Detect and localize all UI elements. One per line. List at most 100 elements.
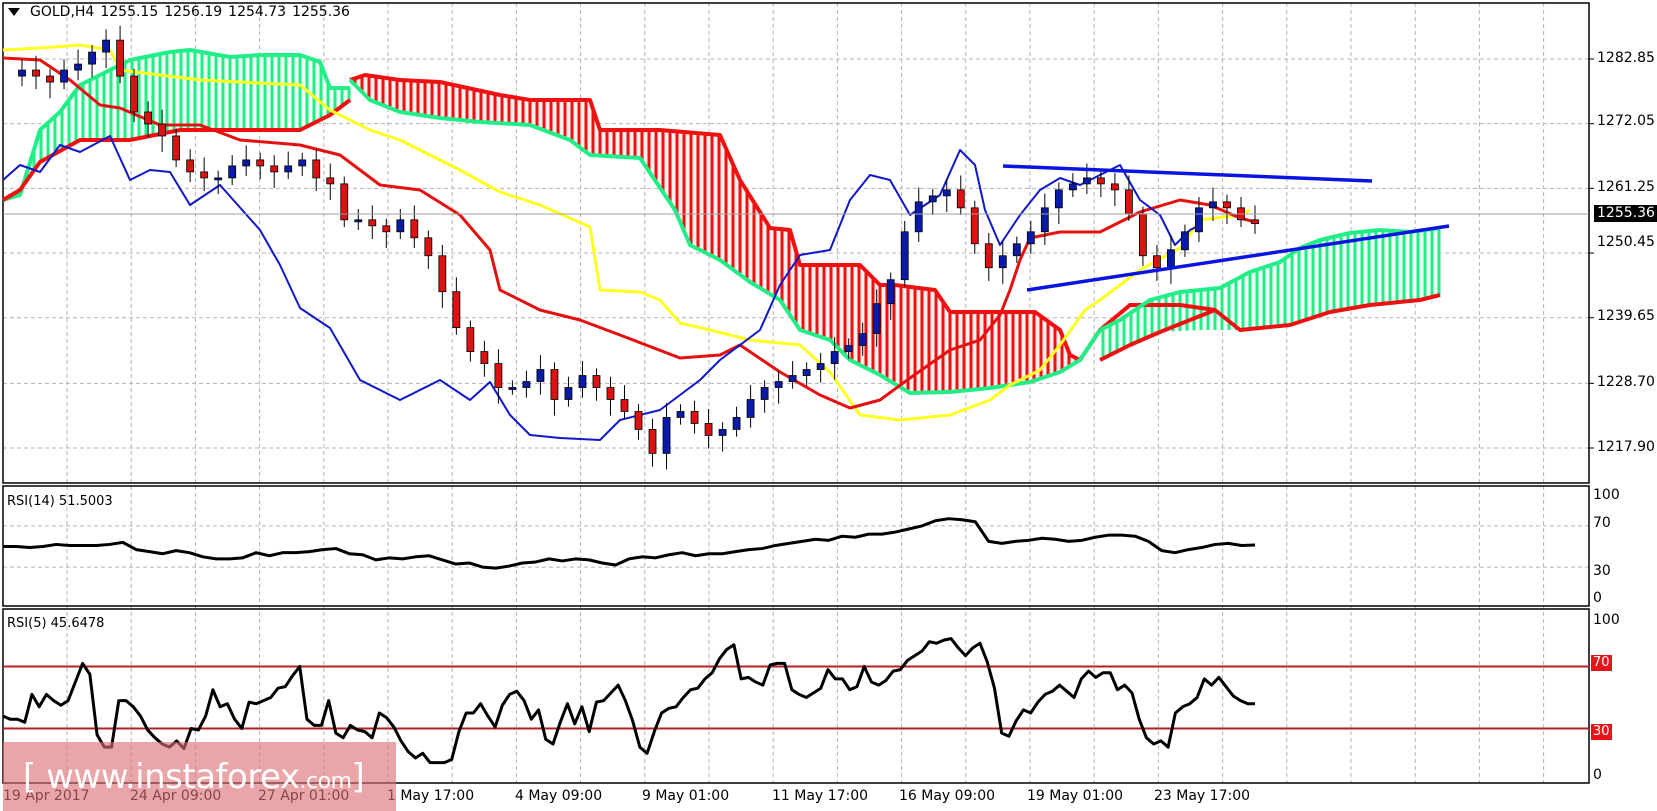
low-value: 1254.73 <box>228 4 287 20</box>
main-panel <box>2 2 1590 484</box>
bearish-candle <box>648 429 657 454</box>
bullish-candle <box>1068 183 1077 191</box>
tenkan-sen-line <box>2 56 1256 410</box>
rsi5-panel <box>2 608 1590 784</box>
bearish-candle <box>690 411 699 424</box>
bearish-candle <box>452 291 461 329</box>
price-tick: 1272.05 <box>1597 113 1655 129</box>
bullish-candle <box>508 387 517 390</box>
bearish-candle <box>1139 213 1147 257</box>
bearish-candle <box>1110 183 1119 191</box>
time-label: 16 May 09:00 <box>899 788 996 804</box>
lower-trendline <box>1026 224 1450 292</box>
bearish-candle <box>1153 255 1161 269</box>
senkou-span-a-line-left <box>2 48 350 202</box>
bullish-candle <box>214 177 223 181</box>
price-tick: 1217.90 <box>1597 439 1655 455</box>
time-label: 19 May 01:00 <box>1027 788 1124 804</box>
bullish-candle <box>844 345 853 352</box>
bullish-candle <box>1181 231 1189 251</box>
bullish-candle <box>914 201 923 233</box>
bearish-candle <box>158 123 167 137</box>
bearish-candle <box>480 351 489 364</box>
symbol-label: GOLD,H4 <box>30 4 95 20</box>
bullish-candle <box>74 63 82 71</box>
senkou-span-a-line-right <box>1099 226 1441 332</box>
bullish-candle <box>928 195 937 203</box>
bullish-candle <box>102 39 110 53</box>
rsi14-tick: 100 <box>1593 487 1620 503</box>
senkou-span-b-line-left <box>1 98 352 202</box>
bearish-candle <box>270 165 279 173</box>
upper-trendline <box>1002 164 1373 183</box>
bullish-candle <box>1209 201 1217 209</box>
chart-title-bar: GOLD,H4 1255.15 1256.19 1254.73 1255.36 <box>8 4 350 20</box>
bullish-candle <box>536 369 545 382</box>
bullish-candle <box>1082 177 1091 185</box>
rsi14-tick: 30 <box>1593 563 1611 579</box>
bearish-candle <box>634 411 643 430</box>
rsi5-line <box>2 637 1255 765</box>
bearish-candle <box>410 219 419 239</box>
bullish-candle <box>676 411 685 418</box>
bearish-candle <box>186 159 195 173</box>
high-value: 1256.19 <box>164 4 223 20</box>
bullish-candle <box>760 387 769 400</box>
bullish-candle <box>788 375 797 382</box>
bullish-candle <box>522 381 531 388</box>
bearish-candle <box>1223 201 1231 209</box>
time-label: 1 May 17:00 <box>387 788 475 804</box>
bearish-candle <box>592 375 601 388</box>
bearish-candle <box>424 237 433 257</box>
bearish-candle <box>382 225 391 233</box>
bullish-candle <box>1026 231 1035 245</box>
bullish-candle <box>942 189 951 197</box>
bearish-candle <box>256 159 265 167</box>
rsi14-line <box>3 517 1256 570</box>
bearish-candle <box>494 363 503 388</box>
chikou-span-line <box>2 135 1201 441</box>
bearish-candle <box>144 111 153 125</box>
time-label: 23 May 17:00 <box>1154 788 1251 804</box>
time-label: 11 May 17:00 <box>772 788 869 804</box>
bullish-candle <box>578 375 587 388</box>
kijun-sen-line <box>2 43 1251 422</box>
rsi5-label: RSI(5) 45.6478 <box>7 616 105 631</box>
senkou-span-b-line-right <box>1099 293 1441 362</box>
open-value: 1255.15 <box>100 4 159 20</box>
bullish-candle <box>1167 249 1175 269</box>
price-tick: 1239.65 <box>1597 308 1655 324</box>
bearish-candle <box>130 75 139 113</box>
rsi14-tick: 70 <box>1593 515 1611 531</box>
bullish-candle <box>802 369 811 376</box>
rsi5-tick: 100 <box>1593 612 1620 628</box>
bearish-candle <box>956 189 965 209</box>
bullish-candle <box>998 255 1007 269</box>
bullish-candle <box>774 381 783 388</box>
bearish-candle <box>326 177 335 185</box>
bearish-candle <box>46 75 54 83</box>
bearish-candle <box>368 219 377 227</box>
bearish-candle <box>1251 219 1259 225</box>
bullish-candle <box>298 159 307 167</box>
bearish-candle <box>32 69 40 77</box>
bearish-candle <box>606 387 615 400</box>
bullish-candle <box>662 417 671 454</box>
bearish-candle <box>704 423 713 436</box>
bearish-candle <box>984 243 993 269</box>
dropdown-triangle-icon[interactable] <box>8 8 20 16</box>
price-tick: 1261.25 <box>1597 179 1655 195</box>
rsi14-label: RSI(14) 51.5003 <box>7 494 113 509</box>
bullish-candle <box>242 159 251 167</box>
bearish-candle <box>312 159 321 179</box>
bullish-candle <box>396 219 405 233</box>
price-tick: 1228.70 <box>1597 374 1655 390</box>
rsi5-level-70-badge: 70 <box>1591 655 1612 671</box>
bullish-candle <box>18 69 26 77</box>
bearish-candle <box>620 399 629 412</box>
bullish-candle <box>732 417 741 430</box>
bullish-candle <box>1012 243 1021 257</box>
time-label: 9 May 01:00 <box>642 788 730 804</box>
rsi5-tick: 0 <box>1593 767 1602 783</box>
